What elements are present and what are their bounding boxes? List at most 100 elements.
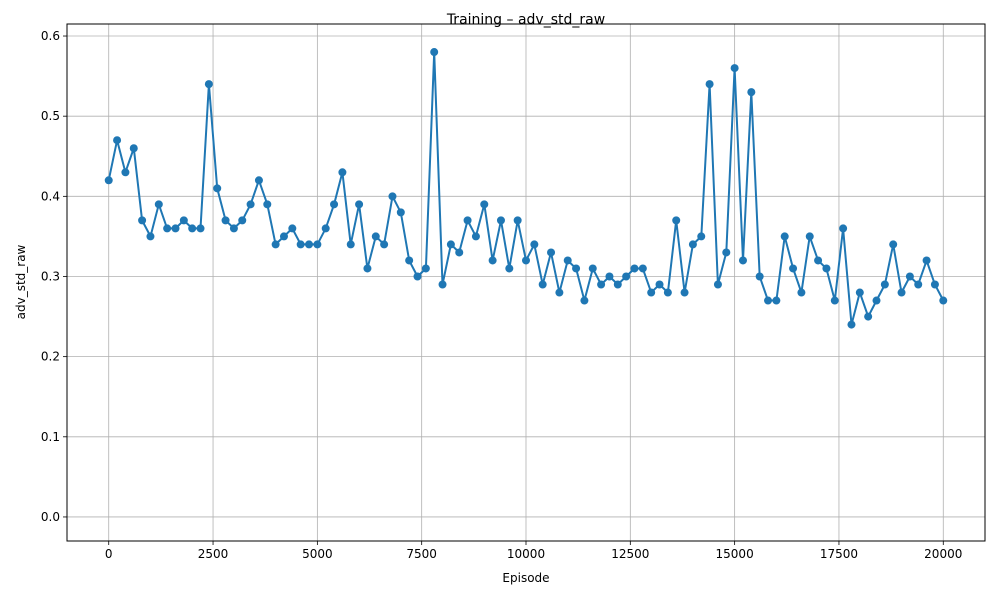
data-point — [855, 288, 864, 297]
data-point — [547, 248, 556, 257]
data-point — [805, 232, 814, 241]
data-point — [864, 312, 873, 321]
data-point — [705, 80, 714, 89]
data-point — [471, 232, 480, 241]
x-tick-label: 12500 — [611, 547, 649, 561]
data-point — [396, 208, 405, 217]
data-point — [363, 264, 372, 273]
data-point — [213, 184, 222, 193]
y-tick-label: 0.4 — [41, 189, 60, 203]
data-point — [421, 264, 430, 273]
data-point — [580, 296, 589, 305]
y-tick-label: 0.3 — [41, 269, 60, 283]
data-point — [179, 216, 188, 225]
data-point — [305, 240, 314, 249]
data-point — [563, 256, 572, 265]
data-point — [613, 280, 622, 289]
data-point — [530, 240, 539, 249]
y-tick-label: 0.5 — [41, 109, 60, 123]
data-point — [380, 240, 389, 249]
data-point — [930, 280, 939, 289]
data-point — [789, 264, 798, 273]
data-point — [597, 280, 606, 289]
data-point — [296, 240, 305, 249]
data-point — [138, 216, 147, 225]
data-point — [313, 240, 322, 249]
y-axis: 0.0 0.1 0.2 0.3 0.4 0.5 0.6 — [41, 29, 67, 524]
data-point — [480, 200, 489, 209]
data-point — [346, 240, 355, 249]
data-point — [246, 200, 255, 209]
data-point — [513, 216, 522, 225]
data-point — [430, 48, 439, 57]
x-tick-label: 2500 — [198, 547, 229, 561]
data-point — [680, 288, 689, 297]
data-point — [405, 256, 414, 265]
data-point — [638, 264, 647, 273]
data-point — [697, 232, 706, 241]
data-point — [839, 224, 848, 233]
data-point — [822, 264, 831, 273]
data-point — [914, 280, 923, 289]
x-tick-label: 5000 — [302, 547, 333, 561]
data-point — [880, 280, 889, 289]
data-point — [121, 168, 130, 177]
data-point — [663, 288, 672, 297]
data-point — [764, 296, 773, 305]
data-point — [388, 192, 397, 201]
data-point — [196, 224, 205, 233]
data-point — [830, 296, 839, 305]
x-tick-label: 7500 — [406, 547, 437, 561]
data-point — [455, 248, 464, 257]
data-point — [538, 280, 547, 289]
data-point — [496, 216, 505, 225]
data-point — [413, 272, 422, 281]
data-point — [113, 136, 122, 145]
x-axis: 0 2500 5000 7500 10000 12500 15000 17500 20000 — [105, 541, 962, 561]
data-point — [522, 256, 530, 265]
x-tick-label: 15000 — [716, 547, 754, 561]
data-point — [188, 224, 197, 233]
series-layer — [104, 48, 948, 329]
x-tick-label: 20000 — [924, 547, 962, 561]
data-point — [630, 264, 639, 273]
data-point — [438, 280, 447, 289]
y-tick-label: 0.0 — [41, 510, 60, 524]
data-point — [847, 320, 856, 329]
data-point — [146, 232, 155, 241]
x-tick-label: 10000 — [507, 547, 545, 561]
data-point — [171, 224, 180, 233]
data-point — [922, 256, 931, 265]
data-point — [163, 224, 172, 233]
data-point — [889, 240, 898, 249]
data-point — [229, 224, 238, 233]
data-point — [129, 144, 138, 153]
data-point — [330, 200, 339, 209]
data-point — [338, 168, 347, 177]
data-point — [371, 232, 380, 241]
data-point — [488, 256, 497, 265]
data-point — [321, 224, 330, 233]
data-point — [814, 256, 823, 265]
data-point — [730, 64, 739, 73]
data-point — [104, 176, 113, 185]
x-axis-title: Episode — [502, 571, 549, 585]
data-point — [463, 216, 472, 225]
data-point — [446, 240, 455, 249]
data-point — [772, 296, 781, 305]
data-point — [555, 288, 564, 297]
data-point — [238, 216, 247, 225]
data-point — [647, 288, 656, 297]
data-point — [872, 296, 881, 305]
data-point — [755, 272, 764, 281]
data-point — [797, 288, 806, 297]
data-point — [221, 216, 230, 225]
data-point — [263, 200, 272, 209]
data-point — [279, 232, 288, 241]
grid — [67, 24, 985, 541]
data-point — [572, 264, 581, 273]
data-point — [588, 264, 597, 273]
data-point — [713, 280, 722, 289]
